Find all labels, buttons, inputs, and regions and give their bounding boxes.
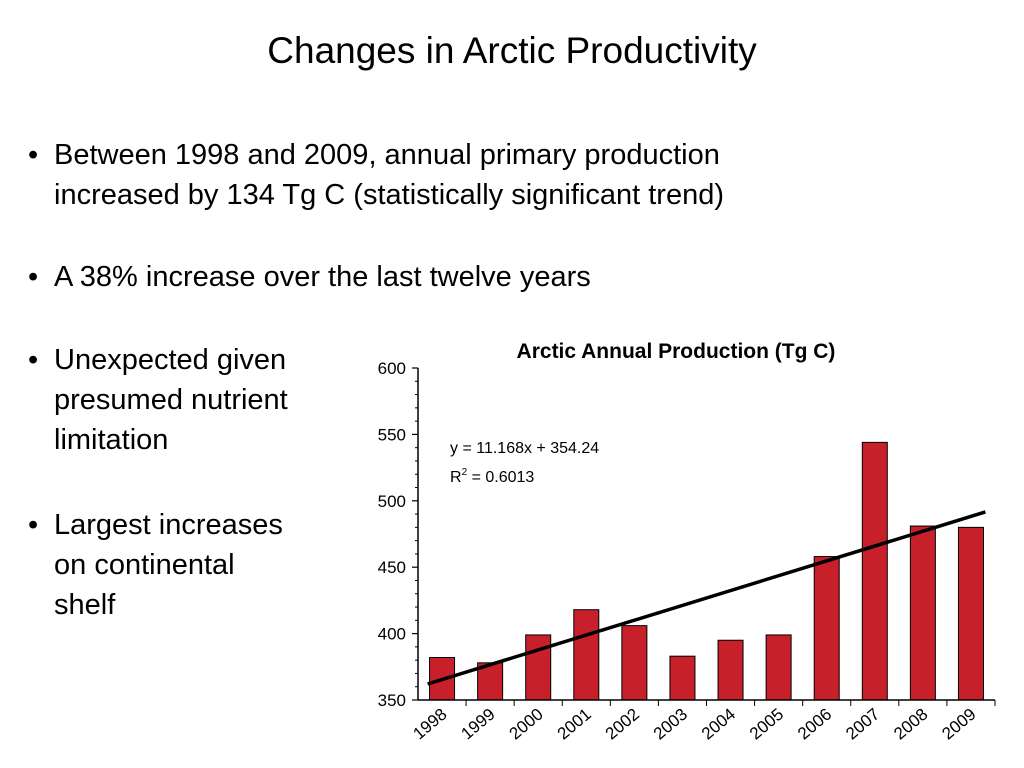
bullet-item: • Unexpected given presumed nutrient limi… (28, 340, 288, 460)
x-tick-label: 2006 (794, 705, 835, 744)
bullet-line: A 38% increase over the last twelve year… (54, 261, 591, 293)
x-tick-label: 2004 (698, 705, 739, 744)
bullet-line: on continental (54, 549, 235, 581)
bar-2004 (717, 639, 744, 701)
bullet-line: presumed nutrient (54, 384, 288, 416)
x-tick-label: 1999 (458, 705, 499, 744)
bullet-line: increased by 134 Tg C (statistically sig… (54, 179, 724, 211)
bullet-dot: • (28, 509, 39, 541)
bar-2009 (957, 526, 984, 701)
r-squared-label: R2 = 0.6013 (450, 467, 534, 486)
bar-2001 (573, 609, 600, 701)
bar-2006 (813, 556, 840, 701)
bar-2003 (669, 655, 696, 701)
bullet-line: limitation (54, 424, 169, 456)
x-tick-label: 2001 (554, 705, 595, 744)
bullet-line: Largest increases (54, 509, 283, 541)
bullet-item: • Between 1998 and 2009, annual primary p… (28, 135, 724, 215)
bar-2002 (621, 625, 648, 701)
bullet-line: shelf (54, 589, 116, 621)
y-tick-label: 400 (378, 625, 406, 644)
y-tick-label: 600 (378, 359, 406, 378)
bullet-line: Between 1998 and 2009, annual primary pr… (54, 139, 720, 171)
y-tick-label: 500 (378, 492, 406, 511)
x-tick-label: 2007 (842, 705, 883, 744)
bullet-dot: • (28, 139, 39, 171)
bullet-dot: • (28, 344, 39, 376)
chart-title: Arctic Annual Production (Tg C) (517, 340, 836, 363)
x-tick-label: 1998 (409, 705, 450, 744)
x-tick-label: 2003 (650, 705, 691, 744)
x-tick-label: 2008 (890, 705, 931, 744)
x-tick-label: 2005 (746, 705, 787, 744)
production-bar-chart: Arctic Annual Production (Tg C) 1998 1999… (378, 340, 996, 744)
bullet-dot: • (28, 261, 39, 293)
y-tick-label: 550 (378, 425, 406, 444)
x-tick-label: 2009 (938, 705, 979, 744)
bullet-line: Unexpected given (54, 344, 287, 376)
bullet-item: • A 38% increase over the last twelve yea… (28, 257, 591, 297)
x-tick-label: 2002 (602, 705, 643, 744)
bar-2005 (765, 634, 792, 701)
slide-title: Changes in Arctic Productivity (267, 30, 757, 71)
x-tick-label: 2000 (506, 705, 547, 744)
bar-2007 (861, 441, 888, 701)
bar-2000 (525, 634, 552, 701)
trend-equation: y = 11.168x + 354.24 (450, 440, 599, 457)
bar-2008 (909, 525, 936, 701)
y-tick-label: 350 (378, 691, 406, 710)
y-tick-label: 450 (378, 558, 406, 577)
trendline (427, 510, 986, 686)
bullet-item: • Largest increases on continental shelf (28, 505, 283, 625)
